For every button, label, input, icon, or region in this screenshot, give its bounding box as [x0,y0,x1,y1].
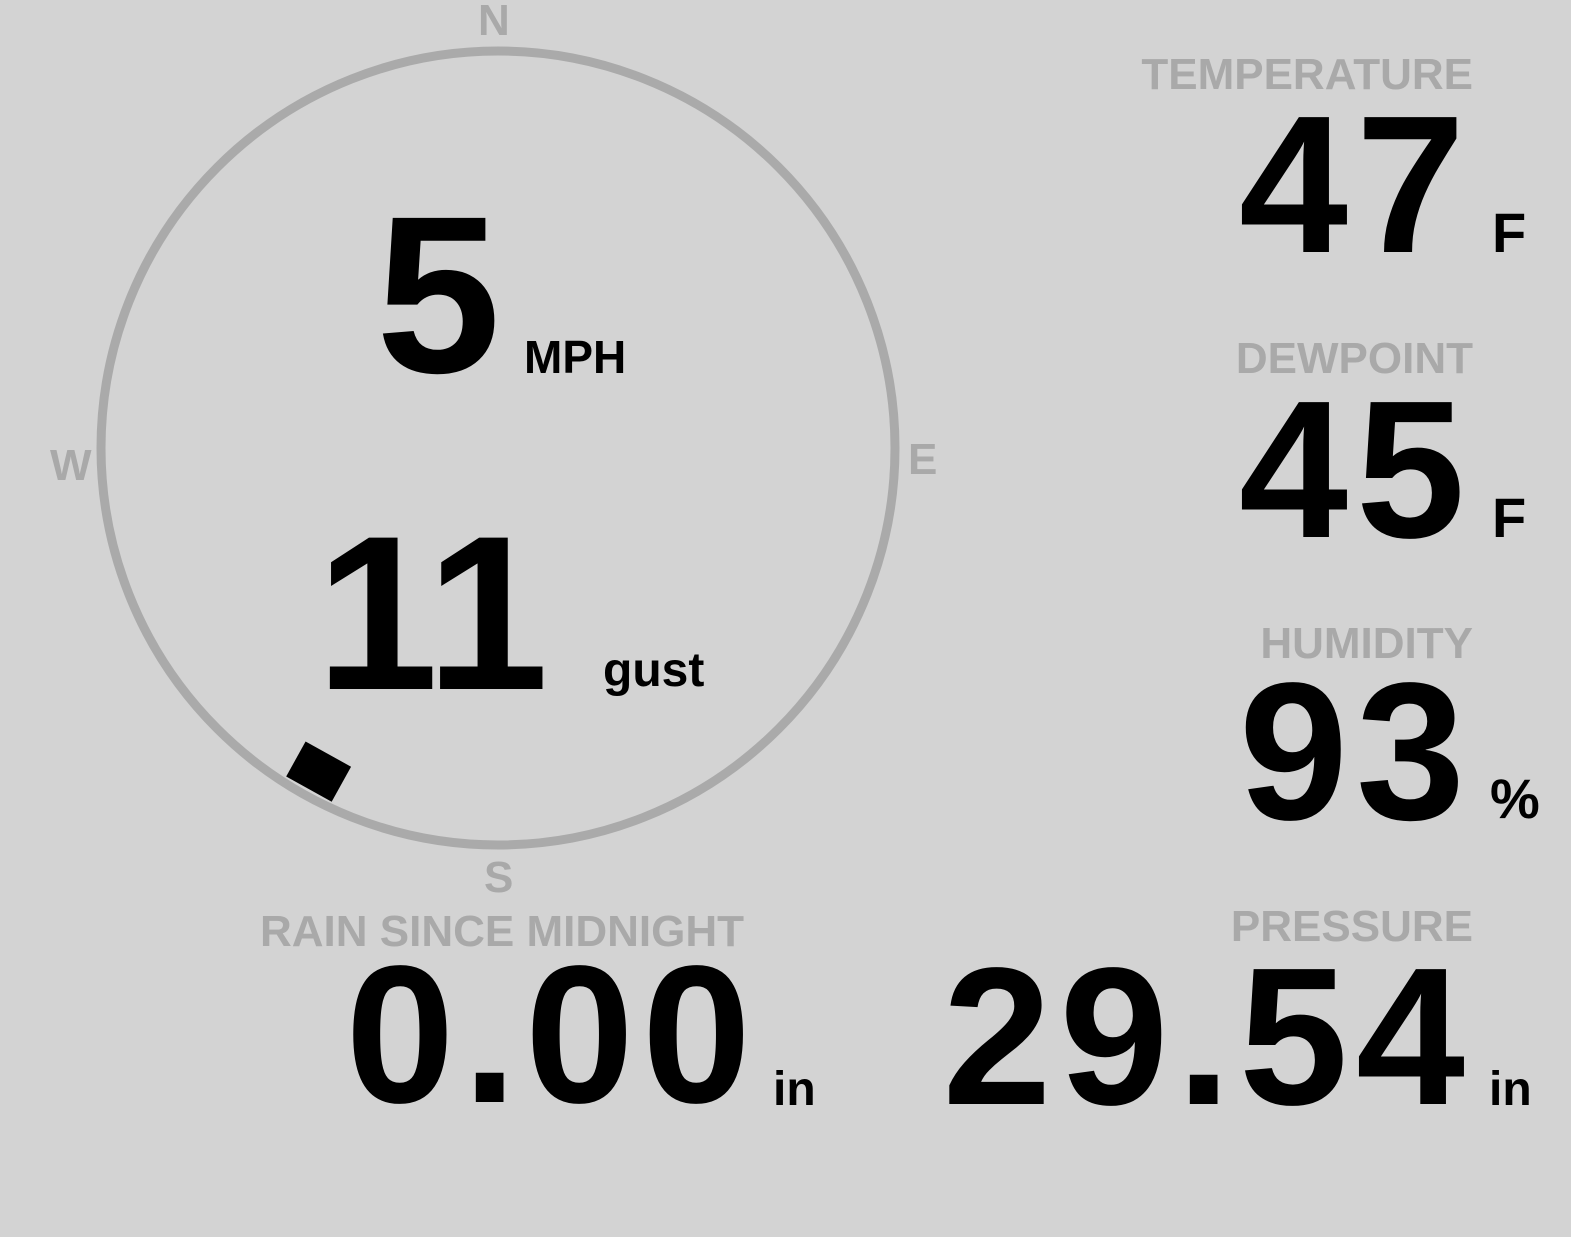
rain-label: RAIN SINCE MIDNIGHT [260,907,744,956]
pressure-unit: in [1489,1063,1532,1116]
humidity-unit: % [1490,767,1540,830]
compass-east: E [908,435,938,484]
wind-gust-label: gust [603,644,705,697]
wind-speed-value: 5 [376,170,509,420]
humidity-label: HUMIDITY [1260,619,1473,668]
compass-west: W [50,441,92,490]
humidity-value: 93 [1238,642,1473,861]
compass-south: S [484,853,514,902]
temperature-unit: F [1492,201,1527,264]
wind-speed-unit: MPH [524,331,627,383]
wind-gust-value: 11 [316,490,549,736]
compass-ring [96,46,900,850]
dewpoint-unit: F [1492,486,1527,549]
dewpoint-value: 45 [1238,360,1473,579]
wind-direction-marker [286,741,352,802]
pressure-value: 29.54 [942,927,1473,1146]
rain-value: 0.00 [345,925,759,1144]
pressure-label: PRESSURE [1230,902,1473,951]
temperature-label: TEMPERATURE [1141,50,1473,99]
rain-unit: in [773,1063,816,1116]
dewpoint-label: DEWPOINT [1235,334,1473,383]
compass-north: N [478,0,510,45]
temperature-value: 47 [1238,75,1473,294]
